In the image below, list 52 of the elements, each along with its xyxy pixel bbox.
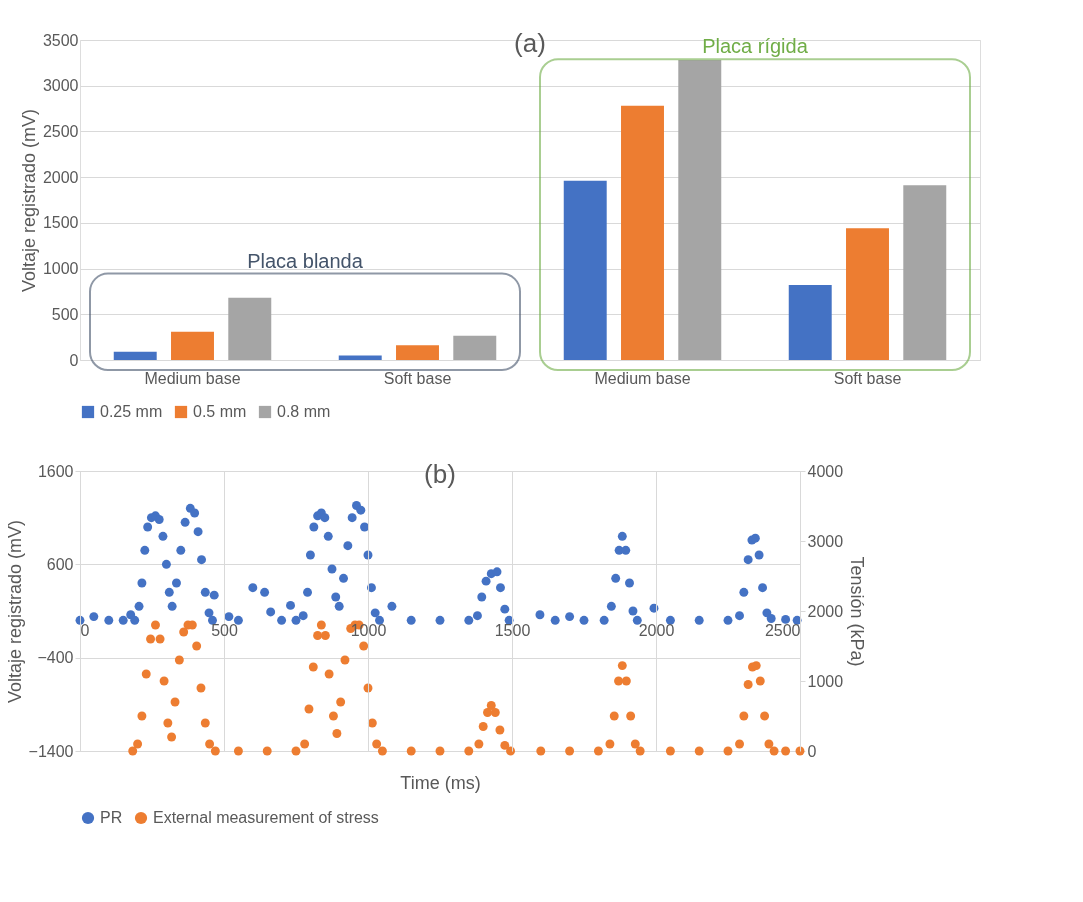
x-axis-title: Time (ms): [400, 772, 481, 793]
y2-tick-label: 0: [807, 742, 817, 760]
y-tick-label: 1500: [42, 214, 79, 232]
x-tick-label: 0: [80, 621, 90, 639]
y-tick-label: 0: [69, 351, 79, 369]
bar: [228, 297, 272, 360]
x-tick-label: 2500: [764, 621, 801, 639]
y2-tick-label: 1000: [807, 672, 844, 690]
y-tick-label: 1600: [37, 462, 74, 480]
legend-label: External measurement of stress: [153, 809, 379, 826]
chart-title: (a): [514, 28, 546, 58]
y2-tick-label: 4000: [807, 462, 844, 480]
chart-title: (b): [424, 459, 456, 489]
y-tick-label: −400: [37, 649, 74, 667]
x-tick-label: Medium base: [594, 369, 691, 387]
y-tick-label: −1400: [28, 742, 74, 760]
y-tick-label: 2000: [42, 168, 79, 186]
y2-tick-label: 2000: [807, 602, 844, 620]
x-tick-label: Soft base: [833, 369, 902, 387]
x-tick-label: Medium base: [144, 369, 241, 387]
bar: [396, 345, 439, 360]
y-axis-title: Voltaje registrado (mV): [4, 519, 25, 704]
y-tick-label: 3000: [42, 77, 79, 95]
bar: [453, 335, 497, 360]
bar: [113, 351, 157, 360]
y2-axis-title: Tensión (kPa): [847, 556, 868, 667]
bar: [678, 60, 722, 360]
y-tick-label: 600: [46, 555, 74, 573]
bar: [563, 180, 607, 360]
annotation: Placa rígida: [702, 35, 809, 58]
legend-label: 0.8 mm: [277, 403, 331, 420]
legend-label: PR: [100, 809, 123, 826]
bar: [903, 185, 947, 360]
bar: [338, 355, 382, 360]
annotation: Placa blanda: [247, 249, 364, 272]
bar: [846, 228, 889, 360]
y2-tick-label: 3000: [807, 532, 844, 550]
x-tick-label: 1500: [494, 621, 531, 639]
bar: [788, 285, 832, 360]
legend-label: 0.5 mm: [193, 403, 247, 420]
y-tick-label: 3500: [42, 31, 79, 49]
y-axis-title: Voltaje registrado (mV): [18, 108, 39, 293]
bar: [621, 105, 664, 360]
x-tick-label: 2000: [638, 621, 675, 639]
x-tick-label: 1000: [350, 621, 387, 639]
bar: [171, 331, 214, 360]
y-tick-label: 1000: [42, 260, 79, 278]
legend-label: 0.25 mm: [100, 403, 163, 420]
x-tick-label: Soft base: [383, 369, 452, 387]
x-tick-label: 500: [211, 621, 238, 639]
y-tick-label: 500: [51, 305, 79, 323]
y-tick-label: 2500: [42, 122, 79, 140]
